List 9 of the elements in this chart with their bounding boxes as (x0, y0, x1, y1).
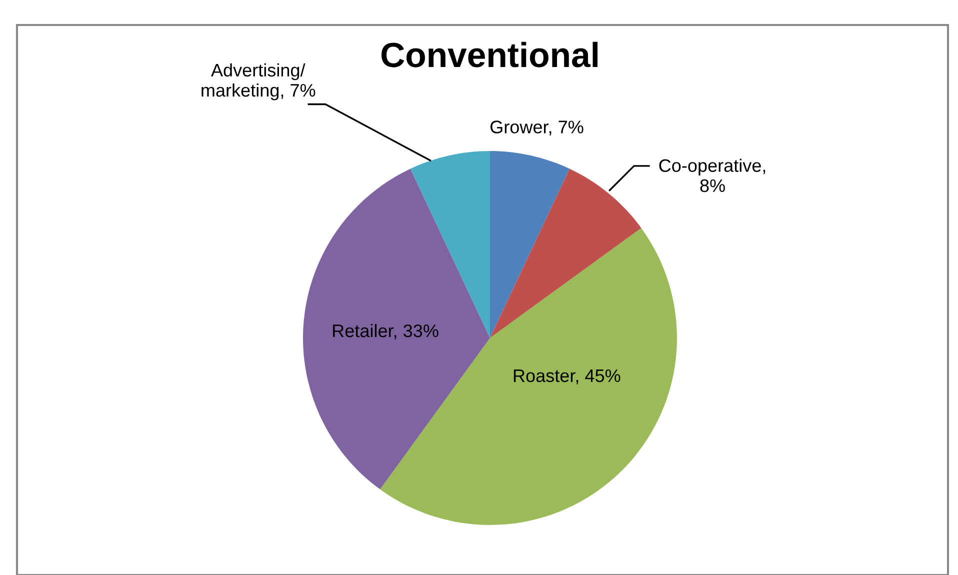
slice-label: Retailer, 33% (333, 324, 438, 340)
slice-label: Roaster, 45% (514, 369, 620, 384)
slice-label: Advertising/ marketing, 7% (202, 63, 316, 100)
pie-slice (490, 151, 570, 338)
slice-label: Grower, 7% (490, 120, 584, 136)
chart-title: Conventional (381, 42, 598, 68)
slice-label: Co-operative, 8% (659, 158, 766, 192)
pie-slice (490, 168, 642, 338)
pie-slice (303, 168, 490, 490)
